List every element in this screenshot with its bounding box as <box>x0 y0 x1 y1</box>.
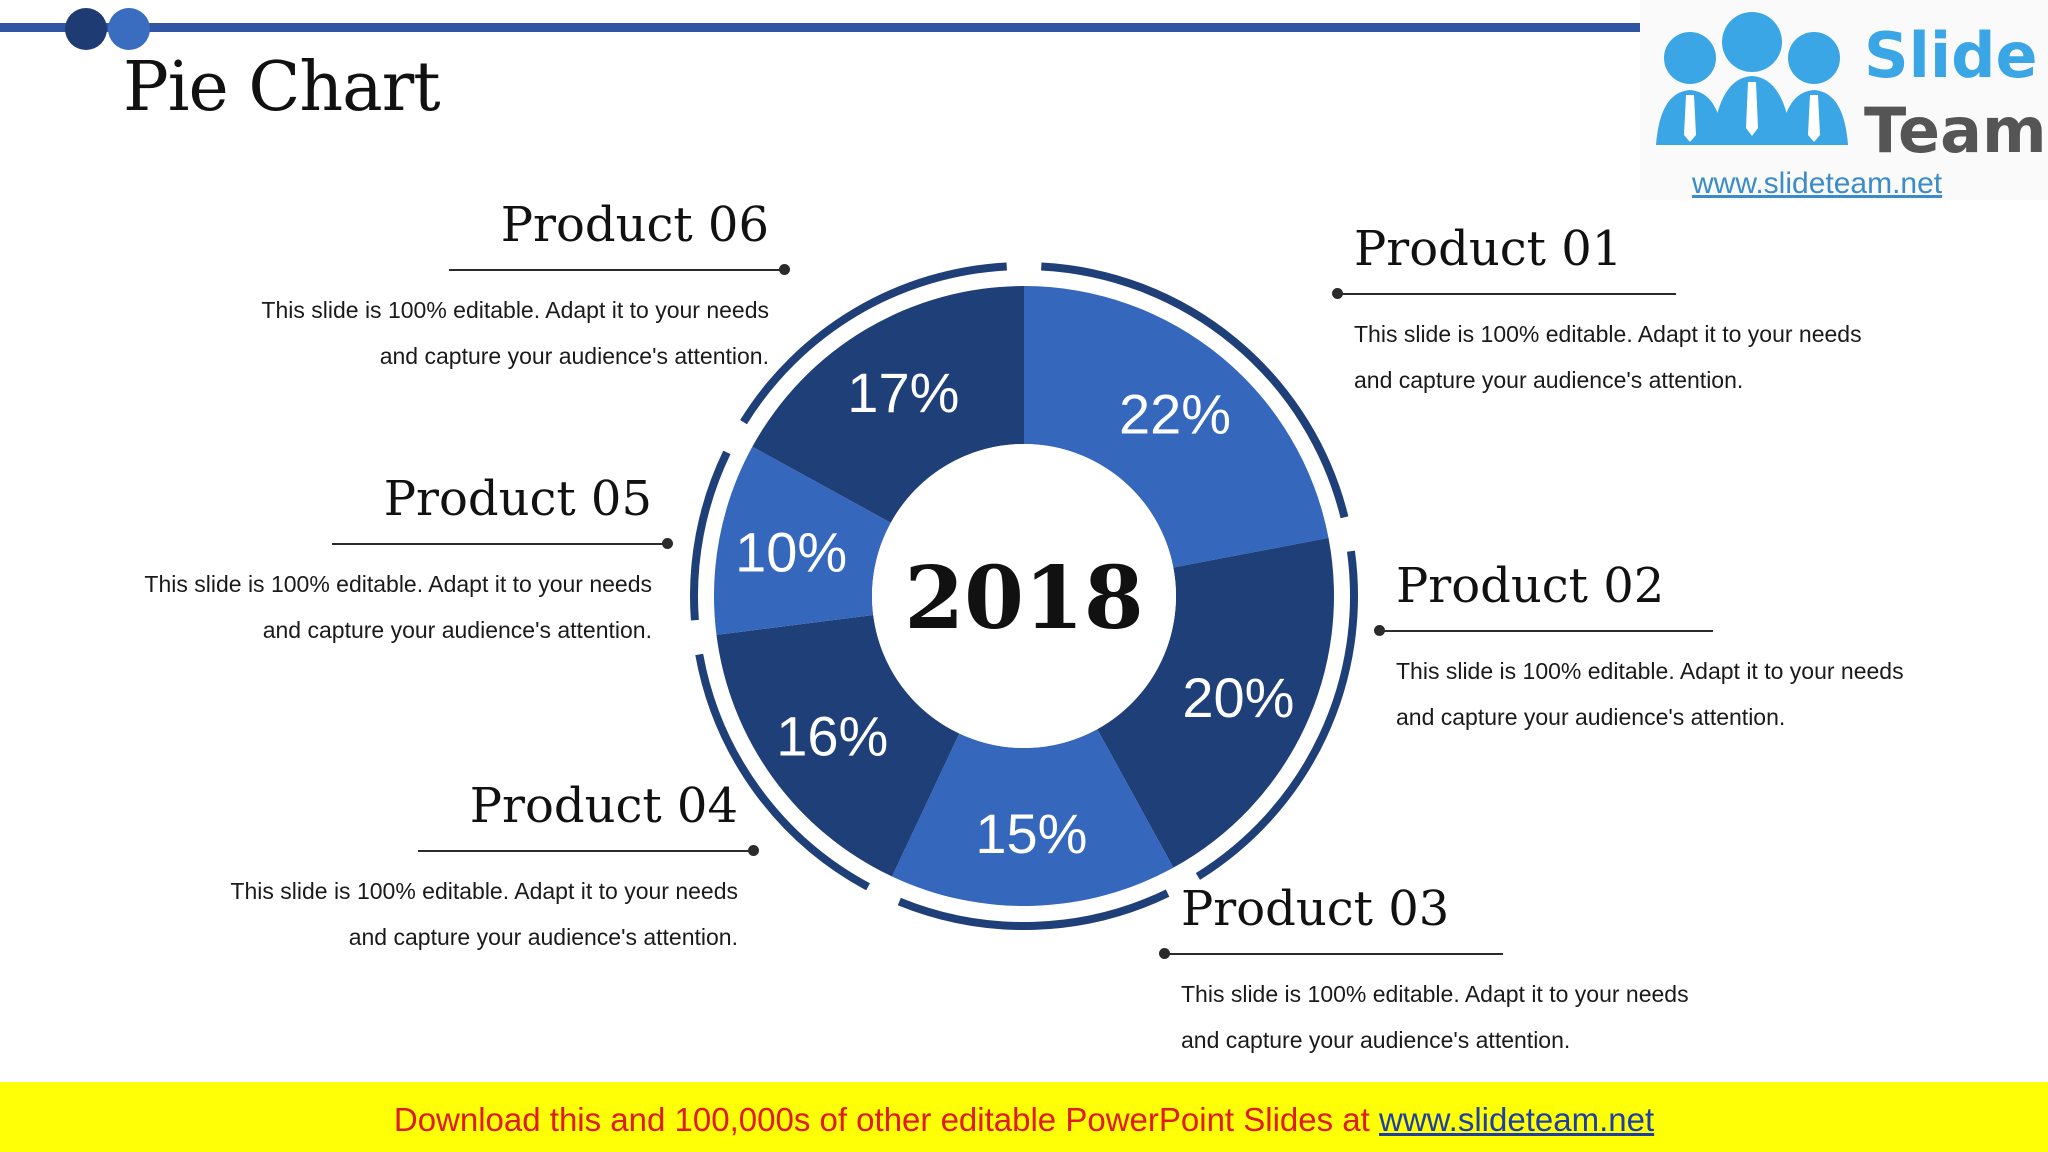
slice-label-1: 22% <box>1119 382 1231 445</box>
label-product-01-line2: and capture your audience's attention. <box>1354 367 1744 393</box>
footer-text: Download this and 100,000s of other edit… <box>0 1101 2048 1139</box>
label-product-02-line2: and capture your audience's attention. <box>1396 704 1786 730</box>
slice-label-4: 16% <box>776 704 888 767</box>
pie-slice-2 <box>1097 537 1334 868</box>
donut-hole <box>872 444 1176 748</box>
label-product-04-line2: and capture your audience's attention. <box>348 924 738 950</box>
decor-dot-light <box>108 8 150 50</box>
outer-ring-arc-3 <box>897 889 1170 930</box>
label-product-04-title: Product 04 <box>469 778 738 834</box>
label-product-01: Product 01 This slide is 100% editable. … <box>1328 225 2028 400</box>
slice-label-3: 15% <box>975 802 1087 865</box>
slice-label-5: 10% <box>735 521 847 584</box>
label-product-03-rule <box>1163 953 1503 955</box>
outer-ring-arc-5 <box>690 450 731 621</box>
label-product-05-line1: This slide is 100% editable. Adapt it to… <box>144 571 652 597</box>
label-product-06-rule <box>449 269 784 271</box>
logo-url-link[interactable]: www.slideteam.net <box>1692 167 1943 200</box>
footer-message: Download this and 100,000s of other edit… <box>393 1101 1379 1138</box>
label-product-01-title: Product 01 <box>1354 221 1623 277</box>
label-product-03: Product 03 This slide is 100% editable. … <box>1155 885 1855 1060</box>
page-title: Pie Chart <box>123 48 441 127</box>
label-product-06-dot <box>779 264 790 275</box>
label-product-01-rule <box>1336 293 1676 295</box>
label-product-03-title: Product 03 <box>1181 881 1450 937</box>
label-product-01-line1: This slide is 100% editable. Adapt it to… <box>1354 321 1862 347</box>
pie-slice-5 <box>714 446 891 635</box>
decor-dot-dark <box>65 8 107 50</box>
outer-ring-arc-6 <box>740 262 1007 425</box>
logo-word-slide: Slide <box>1864 19 2038 92</box>
label-product-03-line1: This slide is 100% editable. Adapt it to… <box>1181 981 1689 1007</box>
label-product-05: Product 05 This slide is 100% editable. … <box>144 471 673 650</box>
slice-label-6: 17% <box>847 361 959 424</box>
center-year-label: 2018 <box>904 548 1143 649</box>
label-product-06-line1: This slide is 100% editable. Adapt it to… <box>261 297 769 323</box>
label-product-02: Product 02 This slide is 100% editable. … <box>1370 562 2040 737</box>
label-product-05-dot <box>662 538 673 549</box>
footer-banner: Download this and 100,000s of other edit… <box>0 1082 2048 1152</box>
logo-word-team: Team <box>1864 94 2047 167</box>
pie-chart: 22% 20% 15% 16% 10% 17% 2018 <box>690 262 1359 930</box>
label-product-06: Product 06 This slide is 100% editable. … <box>261 197 790 376</box>
label-product-02-rule <box>1378 630 1713 632</box>
label-product-05-line2: and capture your audience's attention. <box>262 617 652 643</box>
outer-ring-arc-2 <box>1195 550 1359 880</box>
label-product-05-title: Product 05 <box>383 471 652 527</box>
outer-ring-arc-4 <box>695 653 870 891</box>
label-product-02-title: Product 02 <box>1396 558 1665 614</box>
label-product-04-dot <box>748 845 759 856</box>
footer-link[interactable]: www.slideteam.net <box>1379 1101 1655 1138</box>
top-bar-line <box>0 23 1640 32</box>
label-product-02-line1: This slide is 100% editable. Adapt it to… <box>1396 658 1904 684</box>
label-product-04-rule <box>418 850 753 852</box>
label-product-04: Product 04 This slide is 100% editable. … <box>230 778 759 957</box>
pie-slice-1 <box>1024 286 1329 568</box>
slice-label-2: 20% <box>1182 666 1294 729</box>
slideteam-logo[interactable]: Slide Team www.slideteam.net <box>1640 0 2048 200</box>
pie-slice-6 <box>752 286 1024 523</box>
people-icon <box>1656 12 1848 145</box>
pie-slice-4 <box>716 615 960 877</box>
outer-ring-arc-1 <box>1041 262 1349 519</box>
label-product-04-line1: This slide is 100% editable. Adapt it to… <box>230 878 738 904</box>
label-product-05-rule <box>332 543 667 545</box>
pie-slice-3 <box>892 729 1174 906</box>
label-product-06-title: Product 06 <box>500 197 769 253</box>
label-product-06-line2: and capture your audience's attention. <box>379 343 769 369</box>
label-product-03-line2: and capture your audience's attention. <box>1181 1027 1571 1053</box>
